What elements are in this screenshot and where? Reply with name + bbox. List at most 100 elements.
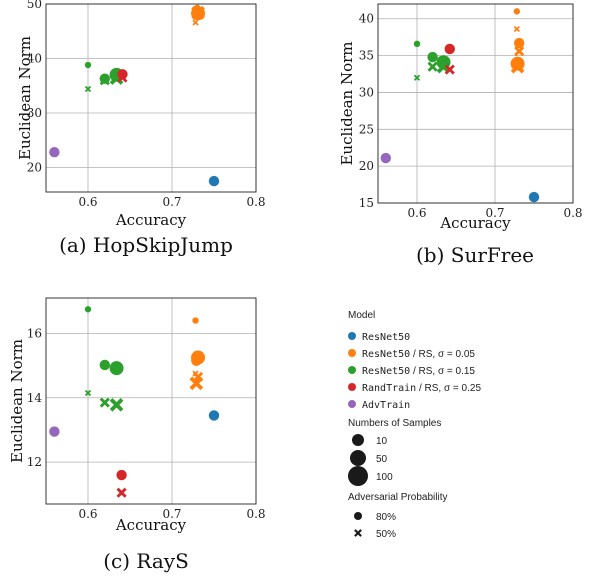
data-point [84, 85, 92, 93]
legend-prob-marker-stroke-b [354, 529, 362, 537]
panel-caption: (b) SurFree [416, 243, 534, 267]
data-point [84, 306, 92, 313]
legend-size-marker [348, 466, 368, 486]
legend-prob-title: Adversarial Probability [348, 492, 448, 503]
legend-prob-marker [354, 529, 362, 537]
y-tick-label: 40 [359, 12, 374, 26]
panel-1: 0.6 0.7 0.8 20 30 40 50 Accuracy Euclidean Norm (… [16, 0, 266, 257]
data-point-stroke-b [191, 5, 205, 20]
data-point-stroke-b [84, 85, 92, 93]
legend-model-label-part: / RS, σ = 0.15 [410, 366, 475, 377]
data-point [109, 361, 124, 376]
data-point [84, 61, 92, 69]
data-point-stroke-b [84, 389, 92, 397]
y-axis-label: Euclidean Norm [16, 36, 34, 160]
data-point [413, 40, 421, 47]
legend-model-marker [348, 332, 356, 340]
data-point-stroke-b [427, 61, 438, 72]
legend-model-label: ResNet50 [362, 332, 410, 343]
data-point [528, 191, 540, 203]
legend-model-label: RandTrain / RS, σ = 0.25 [362, 383, 481, 394]
y-tick-label: 35 [359, 49, 374, 63]
legend-model-label-part: / RS, σ = 0.25 [416, 383, 481, 394]
data-point [513, 8, 521, 15]
x-tick-label: 0.8 [246, 195, 265, 209]
data-point-stroke-b [189, 376, 204, 391]
y-tick-label: 40 [27, 51, 42, 65]
x-tick-label: 0.6 [78, 195, 97, 209]
data-point [208, 410, 220, 421]
data-point [109, 398, 124, 412]
legend-size-label: 100 [376, 472, 393, 483]
data-point-stroke-b [116, 487, 127, 498]
data-point [49, 147, 60, 158]
data-point-stroke-b [444, 64, 455, 75]
legend-prob-label: 50% [376, 529, 396, 540]
legend-model-label-part: ResNet50 [362, 366, 410, 377]
legend-size-label: 50 [376, 454, 388, 465]
legend-model-label-part: ResNet50 [362, 349, 410, 360]
data-point-stroke-b [99, 75, 110, 86]
legend-size-label: 10 [376, 436, 388, 447]
data-point [191, 5, 205, 20]
y-tick-label: 14 [27, 391, 43, 405]
data-point-stroke-b [436, 59, 451, 74]
plot-frame [377, 3, 574, 204]
legend-model-label: AdvTrain [362, 400, 410, 411]
x-tick-label: 0.8 [246, 507, 265, 521]
legend-model-marker [348, 349, 356, 357]
data-point-stroke-b [510, 59, 525, 74]
data-point [99, 397, 110, 408]
data-point [510, 59, 525, 74]
legend-size-marker [352, 434, 364, 446]
legend-model-label-part: ResNet50 [362, 332, 410, 343]
data-point-stroke-b [117, 72, 128, 83]
plot-frame [45, 3, 257, 193]
data-point [413, 74, 421, 81]
data-point [99, 359, 111, 371]
legend-model-title: Model [348, 310, 375, 321]
y-axis-label: Euclidean Norm [338, 41, 356, 165]
data-point [444, 43, 455, 55]
legend-model-label-part: / RS, σ = 0.05 [410, 349, 475, 360]
legend-model-label-part: AdvTrain [362, 400, 410, 411]
plot-frame [45, 297, 257, 505]
data-point [117, 72, 128, 83]
data-point [189, 376, 204, 391]
legend-size-marker [350, 450, 366, 466]
y-tick-label: 50 [27, 0, 42, 11]
x-axis-label: Accuracy [115, 516, 187, 534]
panel-2: 0.6 0.7 0.8 15 20 25 30 35 40 Accuracy Euclidean N… [338, 3, 583, 267]
x-tick-label: 0.7 [162, 195, 181, 209]
y-tick-label: 20 [27, 160, 42, 174]
data-point [99, 75, 110, 86]
data-point [192, 19, 199, 26]
data-point [444, 64, 455, 75]
y-tick-label: 25 [359, 122, 374, 136]
x-tick-label: 0.7 [485, 206, 504, 220]
x-axis-label: Accuracy [115, 211, 187, 229]
data-point-stroke-b [413, 74, 421, 81]
legend-model-label: ResNet50 / RS, σ = 0.15 [362, 366, 475, 377]
y-tick-label: 20 [359, 159, 374, 173]
data-point [192, 317, 199, 324]
data-point [380, 152, 391, 164]
data-point-stroke-b [514, 46, 525, 57]
data-point [116, 487, 127, 498]
data-point-stroke-b [192, 19, 199, 26]
legend-model-marker [348, 400, 356, 408]
x-tick-label: 0.8 [563, 206, 582, 220]
data-point [191, 350, 206, 365]
legend-model-marker [348, 366, 356, 374]
x-axis-label: Accuracy [439, 214, 511, 232]
y-tick-label: 30 [359, 85, 374, 99]
data-point [513, 37, 525, 49]
data-point [427, 61, 438, 72]
panel-caption: (a) HopSkipJump [59, 233, 233, 257]
panel-caption: (c) RayS [103, 549, 189, 573]
data-point [208, 175, 220, 187]
x-tick-label: 0.6 [407, 206, 426, 220]
y-tick-label: 30 [27, 106, 42, 120]
